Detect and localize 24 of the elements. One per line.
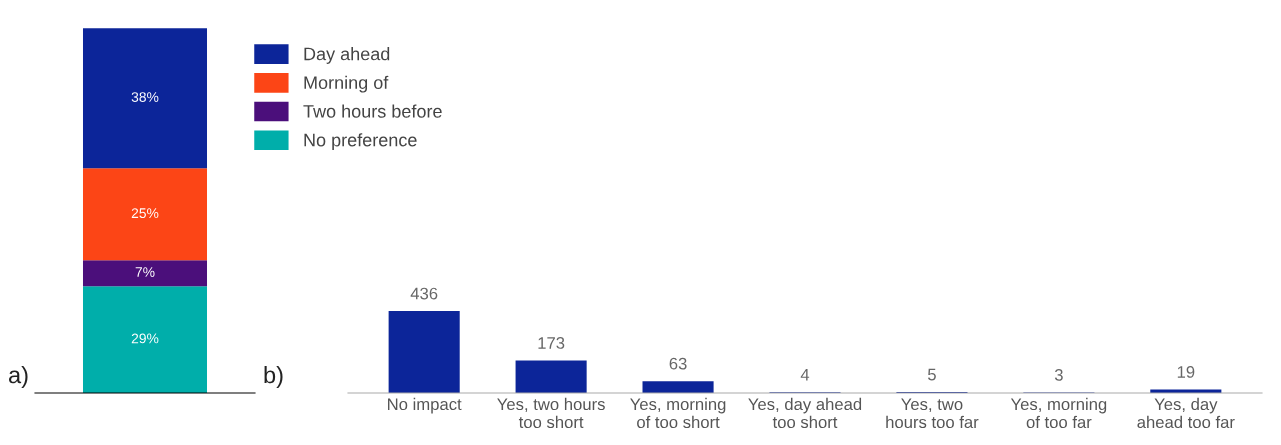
data-label: 29% — [131, 333, 159, 344]
legend-label: Day ahead — [304, 47, 390, 64]
x-tick-label: Yes, morning of too short — [630, 397, 726, 429]
x-tick-label: Yes, day ahead too short — [748, 397, 862, 429]
data-label: 3 — [1054, 369, 1063, 381]
data-label: 436 — [410, 287, 438, 300]
data-label: 4 — [800, 368, 810, 381]
data-label: 38% — [131, 92, 159, 102]
data-label: 5 — [927, 368, 936, 381]
data-label: 7% — [135, 267, 155, 277]
legend-label: No preference — [304, 133, 417, 151]
data-label: 173 — [538, 337, 565, 349]
text: a) — [9, 365, 28, 388]
x-tick-label: Yes, day ahead too far — [1137, 397, 1235, 429]
x-tick-label: No impact — [388, 397, 462, 414]
legend-label: Two hours before — [303, 104, 442, 118]
x-tick-label: Yes, two hours too far — [886, 398, 979, 429]
data-label: 19 — [1177, 366, 1195, 378]
legend-label: Morning of — [304, 75, 389, 93]
data-label: 25% — [131, 208, 159, 219]
text: b) — [264, 365, 283, 388]
x-tick-label: Yes, two hours too short — [497, 397, 605, 429]
data-label: 63 — [669, 357, 687, 370]
x-tick-label: Yes, morning of too far — [1010, 397, 1107, 429]
